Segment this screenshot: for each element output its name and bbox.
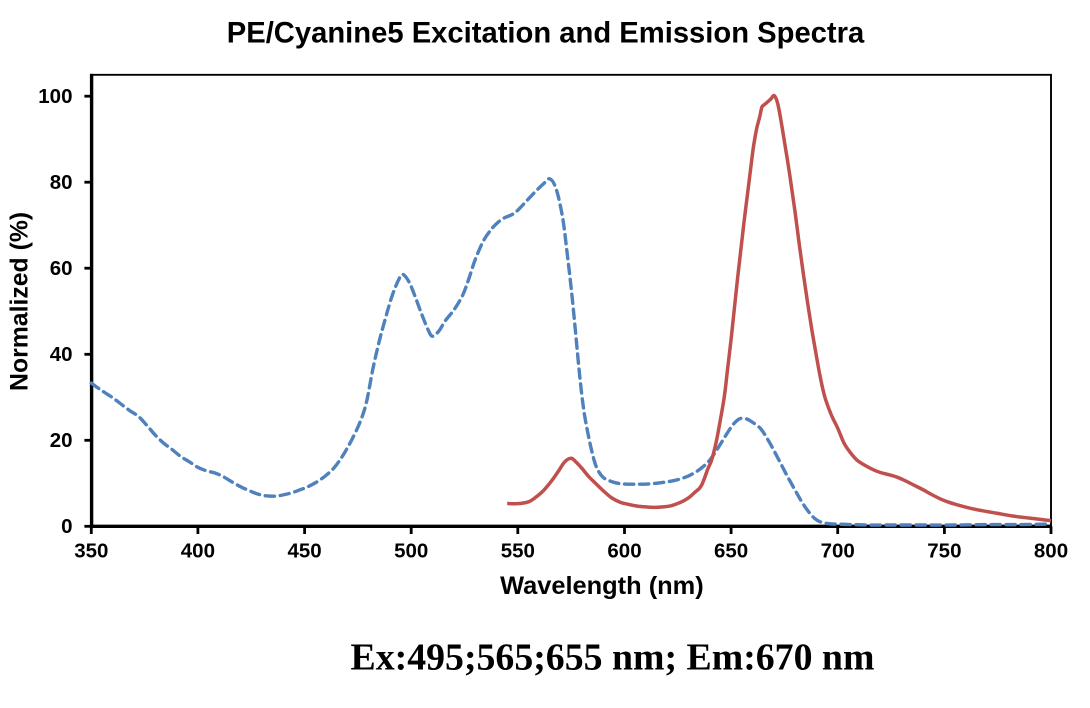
svg-text:450: 450: [287, 539, 321, 562]
svg-text:Wavelength (nm): Wavelength (nm): [500, 572, 704, 600]
svg-text:350: 350: [74, 539, 108, 562]
svg-text:20: 20: [50, 429, 73, 452]
svg-text:700: 700: [821, 539, 855, 562]
svg-text:100: 100: [38, 85, 72, 108]
svg-text:Normalized (%): Normalized (%): [6, 212, 33, 391]
svg-text:400: 400: [181, 539, 215, 562]
svg-text:40: 40: [50, 343, 73, 366]
svg-text:PE/Cyanine5 Excitation and Emi: PE/Cyanine5 Excitation and Emission Spec…: [227, 18, 865, 50]
svg-text:600: 600: [607, 539, 641, 562]
svg-text:800: 800: [1034, 539, 1068, 562]
svg-text:650: 650: [714, 539, 748, 562]
svg-text:750: 750: [927, 539, 961, 562]
svg-text:550: 550: [501, 539, 535, 562]
svg-text:500: 500: [394, 539, 428, 562]
svg-text:80: 80: [50, 171, 73, 194]
svg-text:60: 60: [50, 257, 73, 280]
svg-text:Ex:495;565;655 nm; Em:670 nm: Ex:495;565;655 nm; Em:670 nm: [351, 637, 875, 679]
svg-text:0: 0: [61, 515, 72, 538]
